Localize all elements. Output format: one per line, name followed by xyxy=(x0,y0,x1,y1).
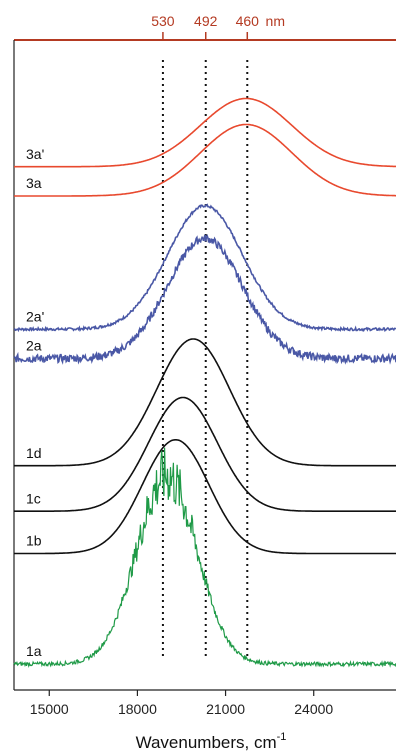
series-line-1b xyxy=(14,439,396,555)
series-label-2a: 2a xyxy=(26,338,42,354)
x-tick-label-18000: 18000 xyxy=(118,701,157,717)
top-axis-unit: nm xyxy=(266,13,285,29)
x-axis-title: Wavenumbers, cm-1 xyxy=(136,731,287,752)
series-label-2ap: 2a' xyxy=(26,308,44,324)
x-tick-label-24000: 24000 xyxy=(294,701,333,717)
series-label-1c: 1c xyxy=(26,490,41,506)
series-line-3ap xyxy=(14,97,396,168)
series-label-3ap: 3a' xyxy=(26,146,44,162)
series-line-2a xyxy=(13,233,396,365)
x-tick-label-21000: 21000 xyxy=(206,701,245,717)
top-tick-label-492: 492 xyxy=(194,13,218,29)
top-tick-label-530: 530 xyxy=(151,13,175,29)
series-label-1b: 1b xyxy=(26,533,42,549)
series-line-1a xyxy=(13,447,396,669)
x-tick-label-15000: 15000 xyxy=(30,701,69,717)
series-line-1c xyxy=(14,396,396,512)
series-label-1a: 1a xyxy=(26,643,42,659)
series-line-1d xyxy=(14,338,396,467)
top-tick-label-460: 460 xyxy=(236,13,260,29)
series-label-1d: 1d xyxy=(26,445,42,461)
series-line-3a xyxy=(14,123,396,197)
series-label-3a: 3a xyxy=(26,175,42,191)
series-line-2ap xyxy=(13,203,396,333)
